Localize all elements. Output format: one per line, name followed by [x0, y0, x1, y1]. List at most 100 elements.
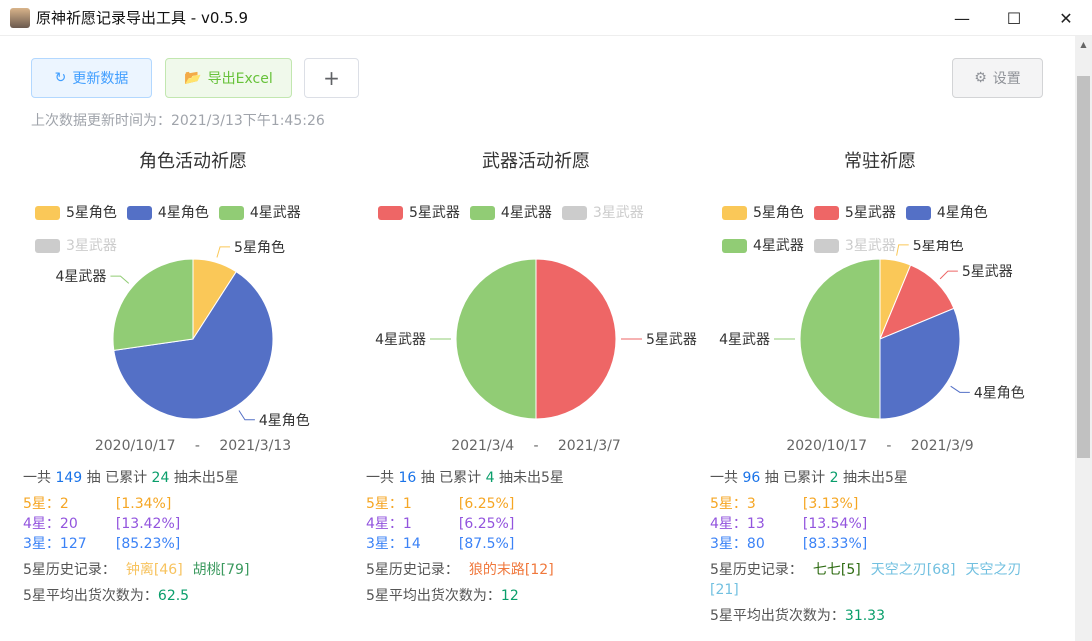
app-icon: [10, 7, 30, 28]
legend-label: 3星武器: [844, 238, 896, 254]
text: 5星历史记录：: [366, 562, 459, 578]
date-sep: -: [194, 438, 200, 454]
text: 1: [402, 496, 412, 512]
text: 2: [59, 496, 69, 512]
legend-swatch: [218, 206, 244, 220]
text: 4星：: [710, 516, 747, 532]
pity-count: 4: [485, 470, 495, 486]
text: 抽 已累计: [764, 470, 826, 486]
export-excel-button[interactable]: 📂 导出Excel: [165, 58, 292, 98]
legend-item[interactable]: 5星角色: [35, 198, 117, 228]
text: [1.34%]: [115, 496, 172, 512]
scrollbar-thumb[interactable]: [1077, 76, 1090, 458]
settings-label: 设置: [992, 71, 1021, 87]
pie-label: 4星武器: [719, 332, 770, 348]
pool-panel: 角色活动祈愿 5星角色 4星角色 4星武器 3星武器 5星角色 4星角色 4星武器 202…: [23, 140, 363, 604]
text: 5星：: [366, 496, 403, 512]
history-item: 胡桃[79]: [192, 562, 250, 578]
end-date: 2021/3/9: [910, 438, 974, 454]
text: 13: [746, 516, 765, 532]
total-count: 149: [55, 470, 83, 486]
pie-slice-4星武器[interactable]: [455, 258, 537, 420]
legend: 5星角色 5星武器 4星角色 4星武器 3星武器: [722, 198, 1042, 264]
pie-slice-5星武器[interactable]: [535, 258, 617, 420]
legend-item[interactable]: 5星角色: [722, 198, 804, 228]
text: 20: [59, 516, 78, 532]
date-sep: -: [886, 438, 892, 454]
pie-slice-5星武器[interactable]: [879, 264, 955, 340]
pie-label: 4星武器: [375, 332, 426, 348]
pie-slice-4星武器[interactable]: [112, 258, 194, 351]
text: 抽 已累计: [86, 470, 148, 486]
text: 14: [402, 536, 421, 552]
add-button[interactable]: +: [304, 58, 359, 98]
label-line: [216, 246, 231, 258]
history-line: 5星历史记录： 狼的末路[12]: [366, 560, 696, 580]
average-value: 12: [500, 588, 519, 604]
maximize-icon[interactable]: ☐: [1006, 8, 1022, 28]
legend-item[interactable]: 4星武器: [218, 198, 301, 228]
total-count: 16: [398, 470, 417, 486]
pool-panel: 武器活动祈愿 5星武器 4星武器 3星武器 5星武器 4星武器 2021/3/4 - …: [366, 140, 706, 604]
text: 5星平均出货次数为：: [366, 588, 501, 604]
legend-item[interactable]: 4星武器: [722, 231, 804, 261]
pie-chart: 5星武器 4星武器: [375, 258, 697, 420]
total-line: 一共 96 抽 已累计 2 抽未出5星: [710, 468, 1040, 488]
legend-label: 4星角色: [157, 205, 209, 221]
text: 5星历史记录：: [23, 562, 116, 578]
pie-label: 5星武器: [646, 332, 697, 348]
label-line: [110, 275, 130, 284]
average-value: 31.33: [844, 608, 886, 624]
scrollbar[interactable]: ▲: [1075, 36, 1092, 641]
pie-slice-4星角色[interactable]: [113, 271, 274, 420]
scroll-up-icon[interactable]: ▲: [1080, 40, 1087, 49]
history-item: 七七[5]: [812, 562, 861, 578]
legend-label: 3星武器: [66, 238, 117, 254]
date-range: 2020/10/17 - 2021/3/9: [710, 438, 1050, 454]
refresh-button[interactable]: ↻ 更新数据: [31, 58, 152, 98]
pool-title: 角色活动祈愿: [139, 151, 247, 172]
star3-line: 3星：127 [85.23%]: [23, 534, 353, 554]
label-line: [950, 385, 970, 393]
legend-item[interactable]: 3星武器: [561, 198, 644, 228]
star4-line: 4星：13 [13.54%]: [710, 514, 1040, 534]
date-range: 2021/3/4 - 2021/3/7: [366, 438, 706, 454]
history-item: 狼的末路[12]: [468, 562, 554, 578]
pie-slice-4星角色[interactable]: [879, 307, 961, 420]
legend-label: 5星武器: [844, 205, 896, 221]
history-item: 钟离[46]: [125, 562, 183, 578]
close-icon[interactable]: ✕: [1059, 8, 1073, 28]
average-line: 5星平均出货次数为：12: [366, 586, 696, 606]
minimize-icon[interactable]: —: [954, 8, 970, 28]
text: 一共: [710, 470, 738, 486]
stats: 一共 16 抽 已累计 4 抽未出5星 5星：1 [6.25%] 4星：1 [6.2…: [366, 468, 696, 606]
pie-label: 5星角色: [234, 240, 285, 256]
text: 一共: [366, 470, 394, 486]
average-line: 5星平均出货次数为：62.5: [23, 586, 353, 606]
history-item: 天空之刃[21]: [710, 562, 1022, 598]
export-label: 导出Excel: [207, 71, 273, 87]
text: 80: [746, 536, 765, 552]
star3-line: 3星：14 [87.5%]: [366, 534, 696, 554]
pity-count: 24: [151, 470, 170, 486]
legend-item[interactable]: 3星武器: [813, 231, 896, 261]
title-bar: 原神祈愿记录导出工具 - v0.5.9 — ☐ ✕: [0, 0, 1092, 36]
legend-item[interactable]: 5星武器: [813, 198, 896, 228]
legend-label: 3星武器: [592, 205, 644, 221]
pie-chart: 5星角色 4星角色 4星武器: [56, 240, 310, 429]
text: 3星：: [710, 536, 747, 552]
legend-item[interactable]: 4星武器: [469, 198, 552, 228]
legend-item[interactable]: 3星武器: [35, 231, 117, 261]
folder-icon: 📂: [184, 70, 202, 86]
pie-slice-4星武器[interactable]: [799, 258, 881, 420]
text: 抽未出5星: [173, 470, 239, 486]
legend-swatch: [469, 206, 495, 220]
text: 一共: [23, 470, 51, 486]
text: [6.25%]: [458, 496, 515, 512]
legend-item[interactable]: 4星角色: [126, 198, 209, 228]
legend-swatch: [905, 206, 931, 220]
legend-item[interactable]: 5星武器: [378, 198, 460, 228]
legend-item[interactable]: 4星角色: [905, 198, 988, 228]
text: 1: [402, 516, 412, 532]
settings-button[interactable]: ⚙ 设置: [952, 58, 1043, 98]
